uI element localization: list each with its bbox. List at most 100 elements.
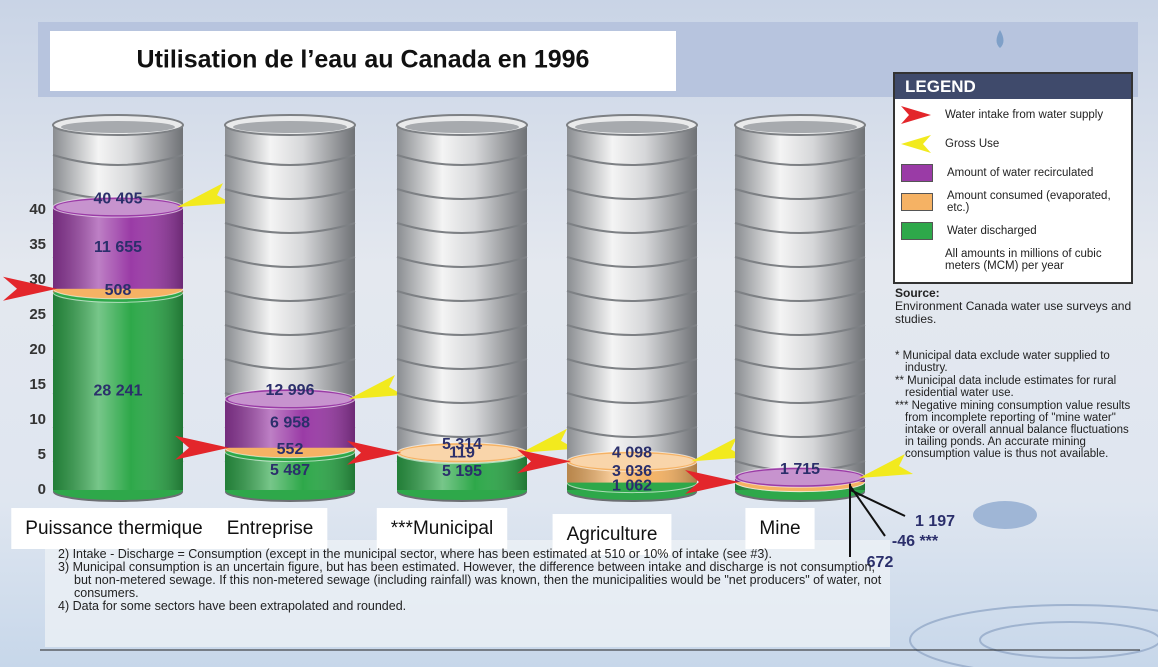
notes: * Municipal data exclude water supplied …	[895, 350, 1140, 461]
cylinder-ring	[566, 426, 698, 438]
legend-swatch	[901, 106, 931, 124]
cylinder: 28 241 508 11 655 40 405	[3, 114, 231, 502]
footnote-panel	[45, 540, 890, 647]
cylinder-ring	[396, 154, 528, 166]
legend-item: Gross Use	[901, 131, 1125, 157]
cylinder-top-inner	[61, 121, 175, 133]
cylinder-ring	[566, 392, 698, 404]
legend-swatch	[901, 164, 933, 182]
legend-note-text: All amounts in millions of cubic meters …	[945, 248, 1102, 272]
legend-item: Water intake from water supply	[901, 102, 1125, 128]
chart-title: Utilisation de l’eau au Canada en 1996	[137, 46, 590, 74]
cylinder-ring	[396, 188, 528, 200]
value-label: 1 197	[915, 513, 955, 530]
gross-arrow	[859, 453, 913, 478]
legend-label: Water discharged	[947, 225, 1037, 237]
legend: LEGEND Water intake from water supply Gr…	[893, 72, 1133, 284]
footnotes: 2) Intake - Discharge = Consumption (exc…	[58, 548, 888, 613]
intake-arrow	[517, 449, 571, 474]
x-tick-label: Puissance thermique	[25, 518, 202, 539]
surface	[738, 469, 862, 486]
cylinder-ring	[396, 256, 528, 268]
cylinder-ring	[566, 188, 698, 200]
value-label: 5 195	[442, 463, 482, 480]
cylinder-ring	[734, 256, 866, 268]
gross-arrow	[349, 375, 403, 400]
y-tick-label: 5	[38, 446, 46, 463]
value-label: 5 487	[270, 462, 310, 479]
value-label: 1 062	[612, 478, 652, 495]
cylinder-body	[567, 125, 697, 492]
drop-ripple	[973, 501, 1037, 529]
source-label: Source:	[895, 286, 940, 300]
gross-arrow	[691, 437, 745, 462]
value-label: 28 241	[94, 382, 143, 399]
y-tick-label: 20	[29, 341, 46, 358]
note: * Municipal data exclude water supplied …	[895, 350, 1110, 374]
x-tick-label: ***Municipal	[391, 518, 493, 539]
surface	[400, 444, 524, 461]
note: *** Negative mining consumption value re…	[895, 400, 1131, 460]
y-tick-label: 0	[38, 481, 46, 498]
gross-arrow	[177, 183, 231, 208]
value-label: 552	[277, 441, 304, 458]
legend-swatch	[901, 193, 933, 211]
legend-swatch	[901, 135, 931, 153]
value-label: 119	[449, 444, 475, 461]
footnote: 4) Data for some sectors have been extra…	[58, 599, 407, 613]
ripple	[909, 604, 1158, 667]
cylinder-ring	[396, 222, 528, 234]
cylinder-ring	[52, 154, 184, 166]
category-box	[11, 508, 217, 550]
cylinder-top-inner	[405, 121, 519, 133]
cylinder-top-inner	[233, 121, 347, 133]
cylinder-ring	[734, 222, 866, 234]
cylinder-top-inner	[575, 121, 689, 133]
cylinder-ring	[734, 290, 866, 302]
surface	[570, 453, 694, 470]
x-tick-label: Agriculture	[567, 524, 658, 545]
gross-label: 40 405	[94, 190, 143, 207]
x-tick-label: Entreprise	[227, 518, 314, 539]
ripple	[979, 621, 1158, 659]
source: Source: Environment Canada water use sur…	[895, 287, 1145, 326]
y-tick-label: 40	[29, 201, 46, 218]
category-box	[212, 508, 328, 550]
gross-label: 12 996	[266, 382, 315, 399]
cylinder-ring	[396, 324, 528, 336]
legend-item: Amount of water recirculated	[901, 160, 1125, 186]
cylinder: 5 487 552 6 958 12 996	[175, 114, 403, 502]
intake-arrow	[175, 435, 229, 460]
surface	[56, 199, 180, 216]
cylinder-ring	[224, 154, 356, 166]
legend-swatch	[901, 222, 933, 240]
legend-label: Gross Use	[945, 138, 1000, 150]
y-tick-label: 10	[29, 411, 46, 428]
value-label: 672	[867, 554, 894, 571]
drop	[996, 30, 1004, 48]
cylinder: 1 197 -46 *** 672 1 715	[685, 114, 955, 571]
gross-label: 5 314	[442, 436, 482, 453]
note: ** Municipal data include estimates for …	[895, 375, 1117, 399]
cylinder-ring	[566, 256, 698, 268]
y-tick-label: 15	[29, 376, 46, 393]
cylinder-ring	[224, 256, 356, 268]
segment-cap	[224, 388, 356, 410]
cylinder-ring	[224, 290, 356, 302]
cylinder-ring	[566, 154, 698, 166]
cylinder-ring	[566, 290, 698, 302]
legend-label: Amount consumed (evaporated, etc.)	[947, 190, 1111, 214]
cylinder-ring	[396, 358, 528, 370]
category-box	[745, 508, 815, 550]
y-tick-label: 35	[29, 236, 46, 253]
cylinder-ring	[396, 426, 528, 438]
cylinder-top-inner	[743, 121, 857, 133]
gross-arrow	[521, 428, 575, 453]
gross-label: 4 098	[612, 445, 652, 462]
category-box	[376, 508, 508, 550]
value-label: 508	[105, 282, 132, 299]
intake-arrow	[685, 469, 739, 494]
